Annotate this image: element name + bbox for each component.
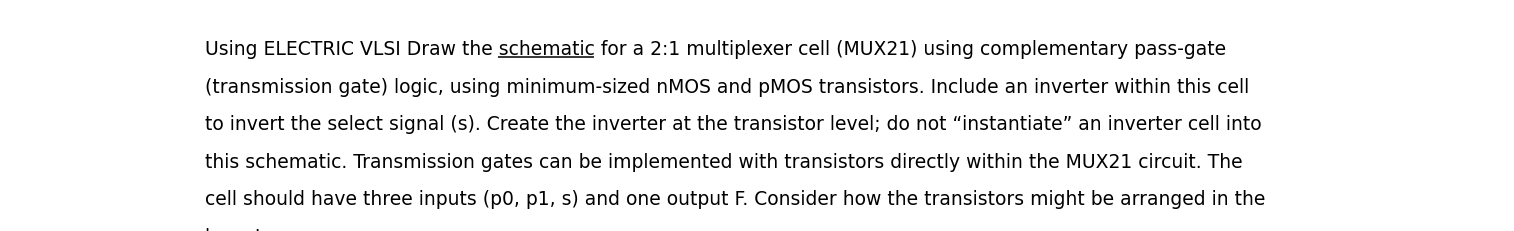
Text: layout.: layout. (204, 227, 269, 231)
Text: this schematic. Transmission gates can be implemented with transistors directly : this schematic. Transmission gates can b… (204, 152, 1241, 171)
Text: Using ELECTRIC VLSI Draw the schematic for a 2:1 multiplexer cell (MUX21) using : Using ELECTRIC VLSI Draw the schematic f… (204, 40, 1226, 59)
Text: cell should have three inputs (p0, p1, s) and one output F. Consider how the tra: cell should have three inputs (p0, p1, s… (204, 190, 1264, 209)
Text: to invert the select signal (s). Create the inverter at the transistor level; do: to invert the select signal (s). Create … (204, 115, 1261, 134)
Text: (transmission gate) logic, using minimum-sized nMOS and pMOS transistors. Includ: (transmission gate) logic, using minimum… (204, 78, 1249, 96)
